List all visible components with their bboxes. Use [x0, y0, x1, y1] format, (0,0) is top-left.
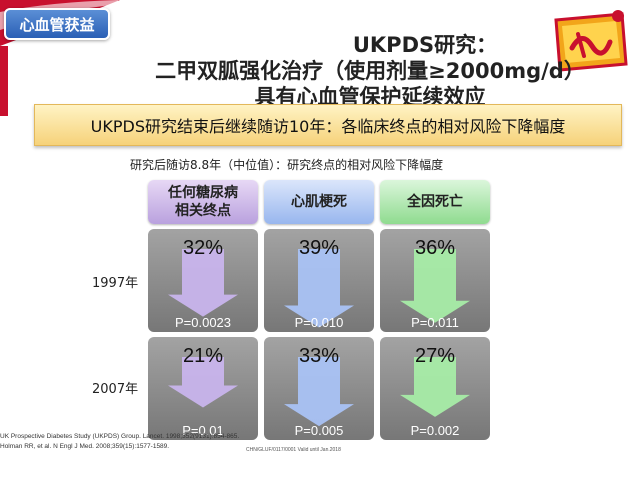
- p-value: P=0.002: [410, 423, 460, 438]
- reduction-cell: 39% P=0.010: [264, 229, 374, 332]
- down-arrow-icon: [284, 249, 354, 328]
- summary-banner: UKPDS研究结束后继续随访10年：各临床终点的相对风险下降幅度: [34, 104, 622, 146]
- row-label-1997: 1997年: [92, 276, 139, 291]
- page-title: UKPDS研究： 二甲双胍强化治疗（使用剂量≥2000mg/d） 具有心血管保护…: [120, 32, 620, 110]
- references: UK Prospective Diabetes Study (UKPDS) Gr…: [0, 432, 239, 452]
- down-arrow-icon: [168, 357, 238, 408]
- title-line-1: UKPDS研究：: [352, 33, 498, 57]
- reduction-cell: 33% P=0.005: [264, 337, 374, 440]
- p-value: P=0.01: [182, 423, 224, 438]
- p-value: P=0.0023: [174, 315, 232, 330]
- reduction-cell: 32% P=0.0023: [148, 229, 258, 332]
- reference-1: UK Prospective Diabetes Study (UKPDS) Gr…: [0, 433, 240, 440]
- brand-logo-icon: [554, 10, 628, 72]
- down-arrow-icon: [400, 357, 470, 417]
- reduction-cell: 36% P=0.011: [380, 229, 490, 332]
- reduction-percent: 32%: [182, 237, 224, 259]
- p-value: P=0.011: [411, 315, 459, 330]
- p-value: P=0.010: [294, 315, 344, 330]
- reduction-cell: 21% P=0.01: [148, 337, 258, 440]
- reduction-cell: 27% P=0.002: [380, 337, 490, 440]
- reduction-percent: 27%: [414, 345, 456, 367]
- section-tag: 心血管获益: [4, 8, 110, 40]
- title-line-2: 二甲双胍强化治疗（使用剂量≥2000mg/d）: [155, 59, 585, 83]
- document-code: CHN/GLUF/0117/0001 Valid until Jan.2018: [246, 447, 341, 453]
- column-header-myocardial-infarction: 心肌梗死: [264, 180, 374, 224]
- down-arrow-icon: [400, 249, 470, 323]
- reduction-percent: 36%: [414, 237, 456, 259]
- p-value: P=0.005: [294, 423, 344, 438]
- reference-2: Holman RR, et al. N Engl J Med. 2008;359…: [0, 443, 170, 450]
- reduction-percent: 21%: [182, 345, 224, 367]
- down-arrow-icon: [168, 249, 238, 317]
- left-accent-bar: [0, 46, 8, 116]
- column-header-diabetes-endpoint: 任何糖尿病 相关终点: [148, 180, 258, 224]
- row-label-2007: 2007年: [92, 382, 139, 397]
- reduction-percent: 33%: [298, 345, 340, 367]
- table-subtitle: 研究后随访8.8年（中位值）：研究终点的相对风险下降幅度: [130, 158, 444, 172]
- column-header-all-cause-mortality: 全因死亡: [380, 180, 490, 224]
- down-arrow-icon: [284, 357, 354, 427]
- reduction-percent: 39%: [298, 237, 340, 259]
